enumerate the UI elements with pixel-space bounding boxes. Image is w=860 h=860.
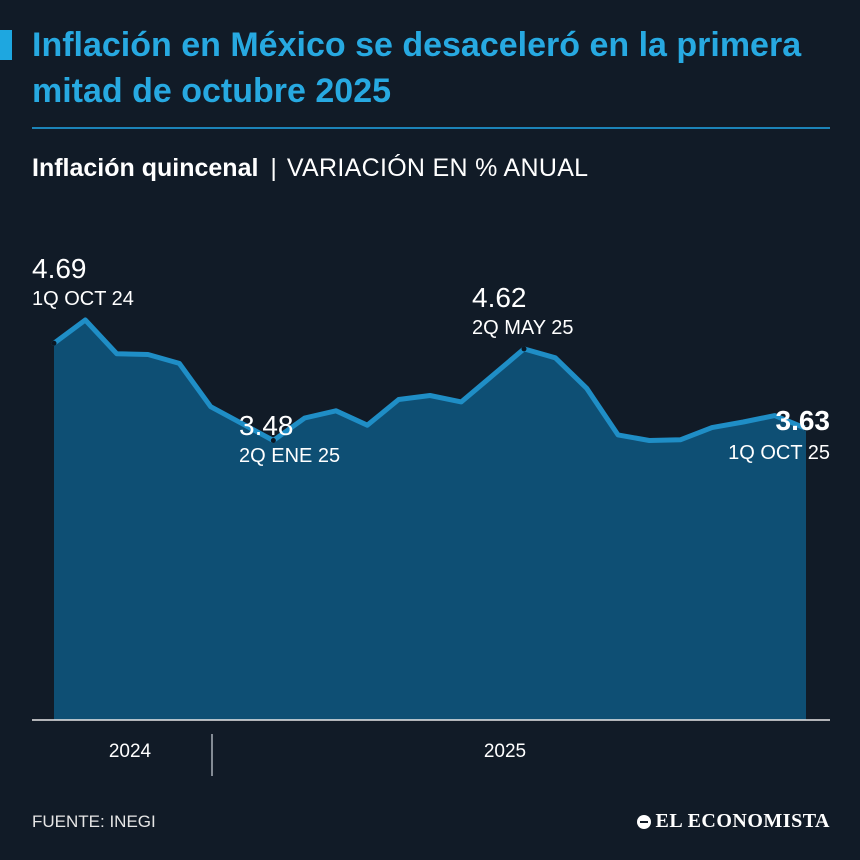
annotation-value-may25: 4.62	[472, 282, 527, 313]
annotation-label-may25: 2Q MAY 25	[472, 317, 574, 339]
brand-mark-icon	[636, 814, 651, 829]
annotation-value-ene25: 3.48	[239, 410, 294, 441]
annotation-value-oct24: 4.69	[32, 253, 87, 284]
brand-name: EL ECONOMISTA	[655, 810, 830, 832]
area-fill	[54, 320, 806, 720]
annotation-point-3	[803, 425, 809, 431]
annotation-label-oct24: 1Q OCT 24	[32, 288, 134, 310]
title-accent-bar	[0, 30, 12, 60]
annotation-point-2	[521, 346, 527, 352]
source-note: FUENTE: INEGI	[32, 812, 156, 831]
annotation-point-1	[270, 437, 276, 443]
title-divider	[32, 127, 830, 129]
annotation-value-oct25: 3.63	[776, 405, 831, 436]
x-group-label-2025: 2025	[484, 741, 526, 762]
subtitle-main: Inflación quincenal	[32, 154, 259, 182]
x-group-label-2024: 2024	[109, 741, 152, 762]
chart-title: Inflación en México se desaceleró en la …	[32, 26, 802, 110]
subtitle-unit: VARIACIÓN EN % ANUAL	[286, 154, 589, 182]
brand-logo: EL ECONOMISTA	[636, 810, 831, 833]
series-line	[51, 317, 809, 443]
annotation-label-oct25: 1Q OCT 25	[728, 442, 830, 464]
subtitle-separator: |	[270, 154, 277, 182]
annotation-label-ene25: 2Q ENE 25	[239, 445, 340, 467]
annotation-markers	[51, 340, 809, 443]
chart-subtitle: Inflación quincenal | VARIACIÓN EN % ANUAL	[32, 154, 588, 183]
annotation-point-0	[51, 340, 57, 346]
